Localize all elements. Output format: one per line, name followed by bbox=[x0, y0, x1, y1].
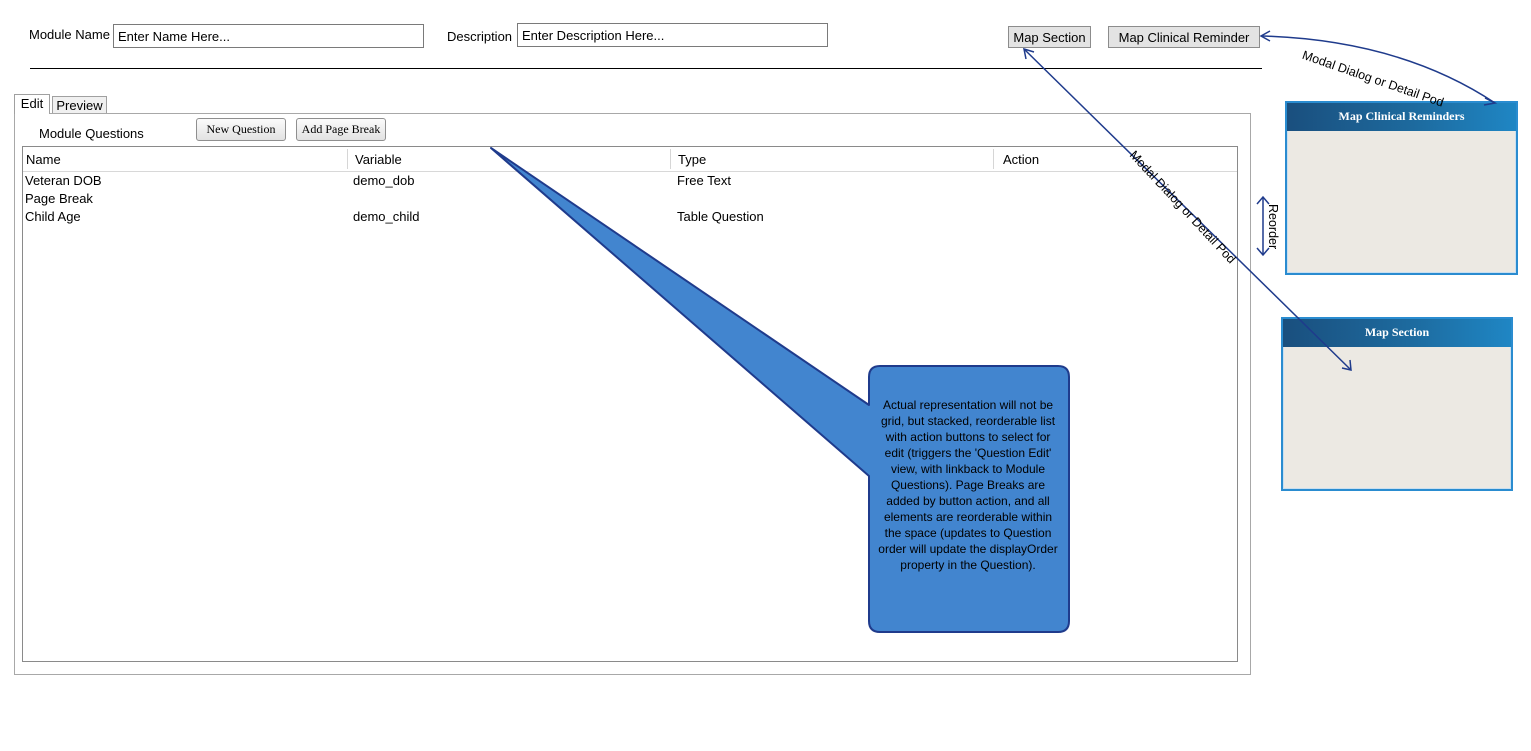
column-divider bbox=[347, 149, 348, 169]
map-section-pod: Map Section bbox=[1281, 317, 1513, 491]
module-questions-title: Module Questions bbox=[39, 126, 144, 141]
add-page-break-button[interactable]: Add Page Break bbox=[296, 118, 386, 141]
new-question-button[interactable]: New Question bbox=[196, 118, 286, 141]
arrowhead-icon bbox=[1259, 30, 1271, 42]
table-row[interactable]: Page Break bbox=[23, 191, 1237, 209]
arrow-to-clinical-pod bbox=[1261, 35, 1496, 104]
module-name-input[interactable] bbox=[113, 24, 424, 48]
arrowhead-icon bbox=[1341, 359, 1352, 371]
column-divider bbox=[670, 149, 671, 169]
description-input[interactable] bbox=[517, 23, 828, 47]
tab-edit[interactable]: Edit bbox=[14, 94, 50, 114]
table-row[interactable]: Child Age demo_child Table Question bbox=[23, 209, 1237, 227]
row-name: Veteran DOB bbox=[25, 173, 102, 188]
map-section-button[interactable]: Map Section bbox=[1008, 26, 1091, 48]
column-header-name[interactable]: Name bbox=[26, 152, 61, 167]
callout-shape bbox=[490, 147, 1070, 633]
header-divider bbox=[30, 68, 1262, 69]
pod-title: Map Clinical Reminders bbox=[1287, 103, 1516, 131]
annotation-reorder: Reorder bbox=[1266, 204, 1280, 250]
column-header-variable[interactable]: Variable bbox=[355, 152, 402, 167]
chevron-down-icon bbox=[1256, 247, 1270, 257]
arrowhead-icon bbox=[1483, 97, 1498, 106]
pod-title: Map Section bbox=[1283, 319, 1511, 347]
column-header-type[interactable]: Type bbox=[678, 152, 707, 167]
map-clinical-reminders-pod: Map Clinical Reminders bbox=[1285, 101, 1518, 275]
arrowhead-icon bbox=[1023, 47, 1035, 60]
chevron-up-icon bbox=[1256, 195, 1270, 205]
column-header-action[interactable]: Action bbox=[1003, 152, 1040, 167]
column-divider bbox=[993, 149, 994, 169]
map-clinical-reminder-button[interactable]: Map Clinical Reminder bbox=[1108, 26, 1260, 48]
row-name: Child Age bbox=[25, 209, 81, 224]
description-label: Description bbox=[447, 29, 513, 44]
row-variable: demo_child bbox=[353, 209, 420, 224]
table-row[interactable]: Veteran DOB demo_dob Free Text bbox=[23, 173, 1237, 191]
arrow-to-section-pod bbox=[1023, 48, 1352, 371]
callout-text: Actual representation will not be grid, … bbox=[878, 398, 1058, 572]
tab-preview[interactable]: Preview bbox=[52, 96, 107, 114]
module-name-label: Module Name bbox=[29, 27, 110, 42]
row-variable: demo_dob bbox=[353, 173, 415, 188]
row-name: Page Break bbox=[25, 191, 93, 206]
row-type: Free Text bbox=[677, 173, 731, 188]
row-type: Table Question bbox=[677, 209, 764, 224]
grid-header: Name Variable Type Action bbox=[23, 147, 1237, 172]
